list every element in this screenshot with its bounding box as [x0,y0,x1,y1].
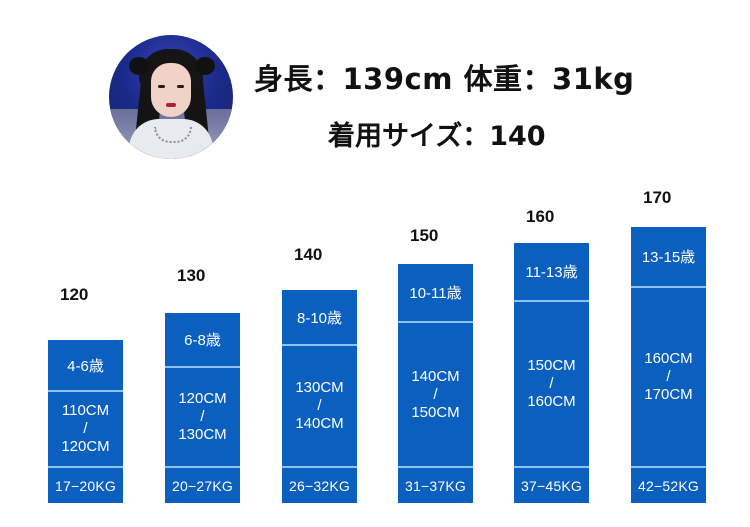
height-max: 150CM [411,403,460,421]
height-separator: / [549,375,554,392]
worn-size: 着用サイズ：140 [328,121,546,152]
weight-range: 17−20KG [55,477,116,494]
height-max: 140CM [295,415,344,432]
size-label-150: 150 [410,226,439,245]
age-range: 11-13歳 [514,243,589,302]
avatar-lips [166,103,176,107]
size-bar-130: 6-8歳 120CM / 130CM 20−27KG [165,313,240,503]
weight-range: 37−45KG [521,477,582,494]
size-bar-170: 13-15歳 160CM / 170CM 42−52KG [631,227,706,503]
size-label-130: 130 [177,266,206,285]
size-label-160: 160 [526,207,555,226]
height-separator: / [433,385,438,403]
height-min: 130CM [295,379,344,396]
weight-range: 31−37KG [405,477,466,494]
height-range: 120CM / 130CM [165,368,240,468]
height-range: 110CM / 120CM [48,392,123,468]
avatar-bow-right [195,57,215,75]
height-min: 160CM [644,350,693,367]
model-avatar [109,35,233,159]
model-stats: 身長：139cm 体重：31kg [254,62,635,96]
height-separator: / [666,368,671,385]
height-range: 130CM / 140CM [282,346,357,468]
height-range: 160CM / 170CM [631,288,706,468]
height-max: 130CM [178,426,227,443]
height-max: 160CM [527,393,576,410]
age-range: 8-10歳 [282,290,357,346]
avatar-face [151,63,191,117]
weight-range: 42−52KG [638,477,699,494]
age-range: 4-6歳 [48,340,123,392]
avatar-eye-left [158,85,165,88]
size-label-170: 170 [643,188,672,207]
height-range: 150CM / 160CM [514,302,589,468]
size-bar-160: 11-13歳 150CM / 160CM 37−45KG [514,243,589,503]
height-min: 140CM [411,367,460,385]
weight-range: 26−32KG [289,477,350,494]
size-bar-120: 4-6歳 110CM / 120CM 17−20KG [48,340,123,503]
size-label-120: 120 [60,285,89,304]
avatar-bow-left [129,57,149,75]
height-max: 120CM [61,438,110,455]
height-range: 140CM / 150CM [398,323,473,468]
size-label-140: 140 [294,245,323,264]
height-min: 120CM [178,390,227,407]
age-range: 13-15歳 [631,227,706,288]
age-range: 6-8歳 [165,313,240,368]
weight-range: 20−27KG [172,477,233,494]
height-separator: / [200,408,205,425]
height-min: 150CM [527,357,576,374]
avatar-eye-right [177,85,184,88]
height-separator: / [317,397,322,414]
size-bar-140: 8-10歳 130CM / 140CM 26−32KG [282,290,357,503]
age-range: 10-11歳 [398,264,473,323]
height-min: 110CM [61,402,110,419]
height-max: 170CM [644,386,693,403]
size-bar-150: 10-11歳 140CM / 150CM 31−37KG [398,264,473,503]
height-separator: / [83,420,88,437]
